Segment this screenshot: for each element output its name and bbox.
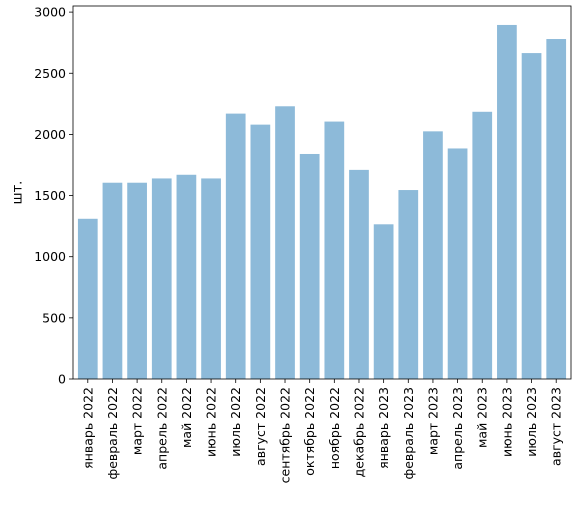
bar-2 xyxy=(127,182,147,379)
x-tick-label: апрель 2022 xyxy=(154,387,169,470)
bars-group xyxy=(77,24,567,380)
x-tick-label: март 2023 xyxy=(425,387,440,455)
bar-16 xyxy=(472,111,493,379)
x-axis-ticks: январь 2022 февраль 2022 март 2022 апрель 2… xyxy=(80,379,564,483)
bar-11 xyxy=(349,169,369,379)
bar-17 xyxy=(497,24,517,380)
bar-0 xyxy=(77,218,98,379)
x-tick-label: июль 2022 xyxy=(228,387,243,457)
bar-12 xyxy=(373,224,394,379)
x-tick-label: декабрь 2022 xyxy=(351,387,366,477)
bar-9 xyxy=(299,153,320,379)
y-tick-label: 1000 xyxy=(34,249,66,264)
bar-10 xyxy=(324,121,345,379)
bar-4 xyxy=(176,174,197,379)
bar-3 xyxy=(151,178,172,379)
y-tick-label: 0 xyxy=(58,372,66,387)
x-tick-label: апрель 2023 xyxy=(450,387,465,470)
bar-19 xyxy=(546,39,567,380)
y-tick-label: 500 xyxy=(42,310,66,325)
plot-frame xyxy=(72,5,572,380)
x-tick-label: март 2022 xyxy=(130,387,145,455)
y-tick-label: 2000 xyxy=(34,127,66,142)
bar-13 xyxy=(398,190,419,379)
x-tick-label: февраль 2023 xyxy=(401,387,416,479)
bar-6 xyxy=(225,113,246,380)
x-tick-label: май 2022 xyxy=(179,387,194,448)
x-tick-label: октябрь 2022 xyxy=(302,387,317,476)
y-tick-label: 2500 xyxy=(34,66,66,81)
x-tick-label: август 2023 xyxy=(549,387,564,466)
x-tick-label: июль 2023 xyxy=(524,387,539,457)
x-tick-label: июнь 2023 xyxy=(499,387,514,457)
x-tick-label: май 2023 xyxy=(475,387,490,448)
x-tick-label: январь 2022 xyxy=(80,387,95,469)
x-tick-label: июнь 2022 xyxy=(204,387,219,457)
bar-14 xyxy=(423,131,443,379)
bar-18 xyxy=(521,53,542,379)
y-tick-label: 3000 xyxy=(34,5,66,20)
y-axis-ticks: 0 500 1000 1500 2000 2500 3000 xyxy=(34,5,73,387)
y-axis-label: шт. xyxy=(11,181,26,205)
y-tick-label: 1500 xyxy=(34,188,66,203)
x-tick-label: ноябрь 2022 xyxy=(327,387,342,469)
x-tick-label: сентябрь 2022 xyxy=(278,387,293,483)
x-tick-label: январь 2023 xyxy=(376,387,391,469)
bar-1 xyxy=(102,182,123,379)
bar-5 xyxy=(201,178,221,379)
bar-15 xyxy=(447,148,468,379)
x-tick-label: февраль 2022 xyxy=(105,387,120,479)
x-tick-label: август 2022 xyxy=(253,387,268,466)
bar-8 xyxy=(275,106,295,379)
bar-7 xyxy=(250,124,271,379)
